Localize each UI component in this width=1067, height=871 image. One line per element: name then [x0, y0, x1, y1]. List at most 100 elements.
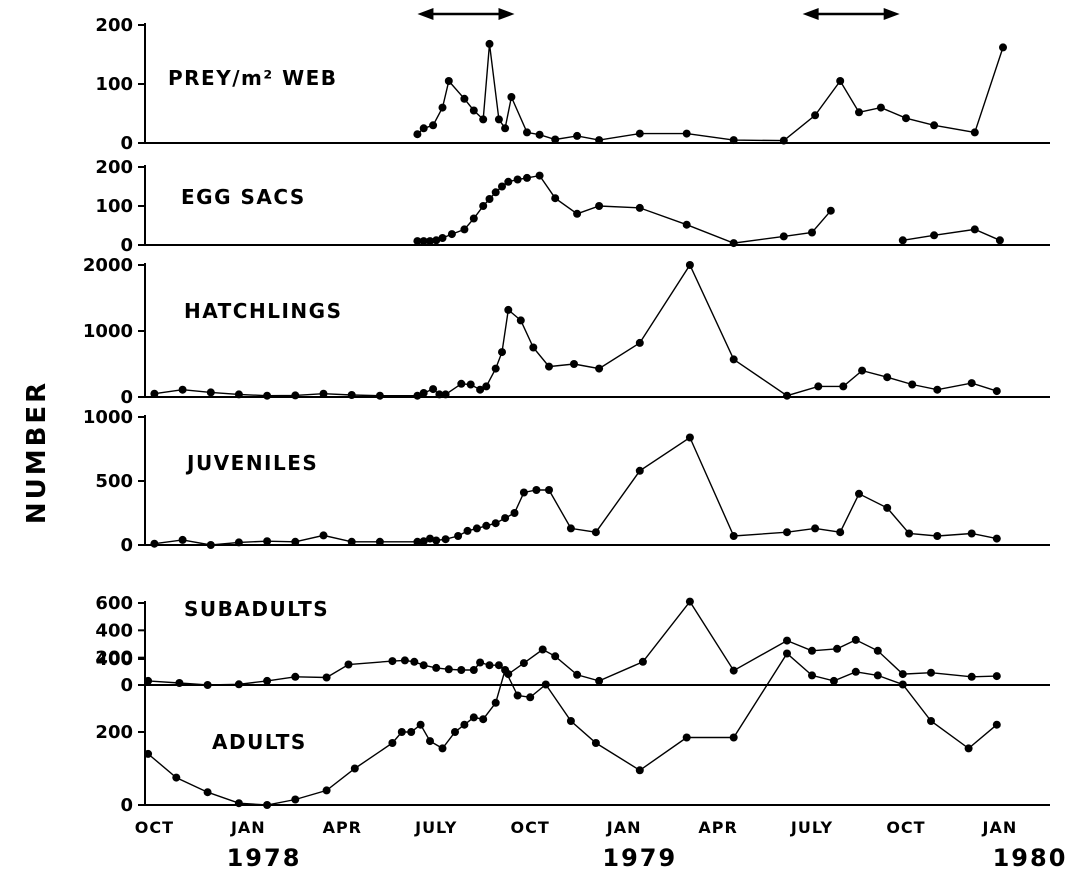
y-tick-label: 0 [120, 795, 133, 816]
data-point [898, 680, 907, 689]
data-point [482, 382, 491, 391]
y-tick-label: 1000 [83, 407, 133, 428]
data-point [491, 364, 500, 373]
data-point [682, 129, 691, 138]
data-point [472, 524, 481, 533]
data-point [513, 691, 522, 700]
y-axis-label: NUMBER [22, 380, 52, 524]
data-point [263, 801, 272, 809]
data-point [457, 379, 466, 388]
data-point [523, 173, 531, 182]
data-point [451, 728, 459, 736]
data-point [595, 202, 604, 210]
data-point [344, 660, 353, 669]
data-point [829, 676, 838, 685]
data-point [967, 672, 976, 681]
data-point [851, 635, 860, 644]
data-point [595, 364, 604, 373]
data-point [519, 659, 528, 668]
data-point [150, 539, 159, 548]
data-point [234, 538, 243, 547]
data-point [898, 670, 907, 679]
data-point [999, 43, 1007, 52]
data-point [729, 733, 738, 742]
data-point [413, 537, 422, 546]
data-point [992, 720, 1001, 729]
data-point [413, 391, 422, 400]
y-tick-label: 100 [95, 74, 133, 95]
data-point [388, 739, 397, 747]
panel-label: HATCHLINGS [184, 299, 342, 323]
year-label: 1978 [227, 844, 302, 871]
data-point [876, 103, 885, 112]
data-point [532, 486, 541, 494]
panel-3: 0 1000 2000 HATCHLINGS [83, 255, 1050, 408]
data-point [855, 489, 863, 498]
data-point [388, 657, 397, 666]
data-point [501, 666, 510, 674]
data-point [172, 773, 181, 782]
data-point [566, 524, 575, 533]
data-point [573, 209, 582, 218]
data-point [964, 744, 973, 753]
x-tick-label: JULY [414, 818, 457, 837]
y-tick-label: 200 [95, 722, 133, 743]
data-point [883, 373, 892, 382]
panel-1: 0 100 200 PREY/m² WEB [95, 15, 1050, 154]
data-point [873, 646, 882, 655]
data-point [319, 389, 328, 398]
data-point [491, 188, 500, 197]
data-point [419, 237, 428, 246]
data-point [416, 720, 425, 729]
data-point [429, 385, 438, 394]
data-point [729, 239, 738, 248]
data-point [685, 261, 694, 269]
data-point [808, 228, 816, 237]
data-point [476, 385, 485, 394]
series-line [417, 174, 832, 244]
data-point [833, 644, 842, 653]
data-point [347, 391, 356, 399]
data-point [494, 661, 503, 670]
data-point [635, 338, 644, 347]
y-tick-label: 1000 [83, 321, 133, 342]
panel-label: PREY/m² WEB [168, 66, 338, 90]
data-point [523, 128, 531, 137]
data-point [967, 379, 976, 388]
data-point [905, 529, 914, 538]
data-point [178, 535, 187, 544]
data-point [419, 389, 428, 397]
data-point [535, 130, 544, 139]
data-point [507, 93, 516, 101]
data-point [419, 124, 428, 133]
data-point [479, 715, 488, 724]
data-point [291, 672, 300, 681]
data-point [930, 231, 939, 240]
data-point [203, 681, 212, 689]
data-point [902, 114, 910, 123]
data-point [729, 355, 738, 364]
y-tick-label: 200 [95, 157, 133, 178]
data-point [504, 177, 513, 186]
data-point [441, 390, 450, 399]
data-point [814, 382, 823, 391]
x-axis: OCT JAN APR JULY OCT JAN APR JULY OCT JAN 1978 1979… [135, 818, 1066, 871]
data-point [469, 214, 478, 223]
data-point [595, 676, 604, 685]
data-point [682, 733, 691, 742]
data-point [498, 348, 506, 357]
series-line [154, 263, 998, 397]
data-point [591, 528, 600, 537]
data-point [591, 739, 600, 747]
x-tick-label: JAN [982, 818, 1018, 837]
data-point [460, 720, 469, 729]
data-point [469, 106, 478, 115]
y-tick-label: 0 [120, 133, 133, 154]
data-point [441, 535, 450, 544]
y-tick-label: 0 [120, 535, 133, 556]
data-point [839, 382, 848, 391]
data-point [729, 136, 738, 145]
data-point [510, 509, 519, 517]
data-point [551, 652, 560, 661]
